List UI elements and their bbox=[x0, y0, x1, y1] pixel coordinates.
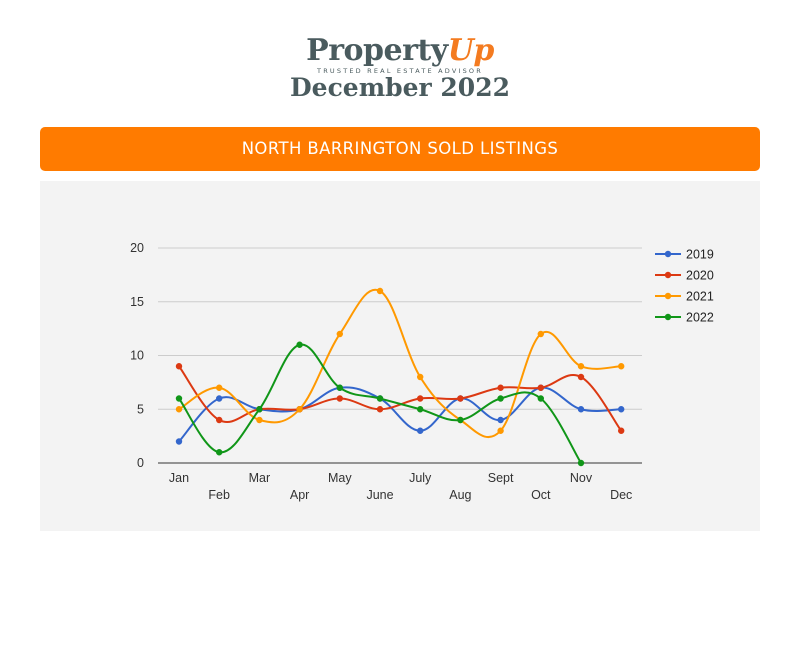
data-point bbox=[296, 341, 303, 348]
y-tick-label: 15 bbox=[130, 295, 144, 309]
data-point bbox=[537, 395, 544, 402]
data-point bbox=[216, 384, 223, 391]
data-point bbox=[175, 363, 183, 370]
data-point bbox=[497, 395, 504, 402]
legend-swatch-dot bbox=[664, 250, 672, 258]
data-point bbox=[216, 416, 223, 424]
logo: PropertyUp TRUSTED REAL ESTATE ADVISOR bbox=[0, 34, 800, 76]
series-2019 bbox=[175, 384, 625, 445]
data-point bbox=[497, 416, 504, 424]
data-point bbox=[577, 406, 585, 413]
data-point bbox=[336, 395, 343, 402]
data-point bbox=[497, 384, 504, 391]
x-tick-label: Feb bbox=[208, 488, 230, 502]
data-point bbox=[497, 427, 504, 434]
y-tick-label: 0 bbox=[137, 456, 144, 470]
logo-wordmark: PropertyUp bbox=[0, 34, 800, 68]
data-point bbox=[457, 416, 464, 424]
x-tick-label: Nov bbox=[570, 471, 593, 485]
chart-banner-title: NORTH BARRINGTON SOLD LISTINGS bbox=[40, 127, 760, 171]
legend-item-2022: 2022 bbox=[655, 311, 714, 325]
logo-tagline: TRUSTED REAL ESTATE ADVISOR bbox=[317, 67, 483, 75]
data-point bbox=[417, 373, 424, 381]
data-point bbox=[256, 416, 263, 424]
series-line bbox=[178, 365, 623, 432]
x-tick-label: Jan bbox=[169, 471, 189, 485]
data-point bbox=[376, 406, 384, 413]
data-point bbox=[457, 395, 464, 402]
legend-swatch-dot bbox=[664, 292, 672, 300]
data-point bbox=[417, 406, 424, 413]
line-chart: 0 5 10 15 20 Jan Feb Mar Apr May June July Aug Sept O… bbox=[130, 241, 714, 502]
y-tick-label: 10 bbox=[130, 349, 144, 363]
data-point bbox=[175, 438, 183, 445]
data-point bbox=[216, 449, 223, 456]
data-point bbox=[175, 406, 183, 413]
data-point bbox=[175, 395, 183, 402]
data-point bbox=[618, 406, 625, 413]
data-point bbox=[537, 384, 544, 391]
legend-label: 2019 bbox=[686, 248, 714, 262]
x-tick-label: June bbox=[366, 488, 393, 502]
series-2020 bbox=[175, 363, 625, 434]
data-point bbox=[577, 373, 585, 381]
data-point bbox=[296, 406, 303, 413]
legend-item-2020: 2020 bbox=[655, 269, 714, 283]
x-tick-label: May bbox=[328, 471, 352, 485]
data-point bbox=[577, 363, 585, 370]
data-point bbox=[577, 459, 585, 467]
x-tick-label: July bbox=[409, 471, 432, 485]
legend-item-2019: 2019 bbox=[655, 248, 714, 262]
logo-main-text: Property bbox=[306, 33, 448, 68]
legend-swatch-dot bbox=[664, 313, 672, 321]
x-tick-label: Dec bbox=[610, 488, 632, 502]
legend-label: 2022 bbox=[686, 311, 714, 325]
x-tick-label: Apr bbox=[290, 488, 309, 502]
data-point bbox=[376, 287, 384, 295]
data-point bbox=[336, 330, 343, 338]
x-tick-label: Aug bbox=[449, 488, 471, 502]
legend-label: 2021 bbox=[686, 290, 714, 304]
logo-accent-text: Up bbox=[447, 33, 495, 68]
data-point bbox=[417, 395, 424, 402]
y-tick-label: 5 bbox=[137, 402, 144, 416]
legend-label: 2020 bbox=[686, 269, 714, 283]
series-line bbox=[178, 343, 582, 464]
x-tick-label: Oct bbox=[531, 488, 551, 502]
data-point bbox=[618, 363, 625, 370]
x-tick-label: Mar bbox=[249, 471, 271, 485]
chart-panel: 0 5 10 15 20 Jan Feb Mar Apr May June July Aug Sept O… bbox=[40, 181, 760, 531]
data-point bbox=[417, 427, 424, 434]
y-tick-label: 20 bbox=[130, 241, 144, 255]
legend-item-2021: 2021 bbox=[655, 290, 714, 304]
data-point bbox=[336, 384, 343, 391]
series-2021 bbox=[175, 287, 625, 438]
legend-swatch-dot bbox=[664, 271, 672, 279]
data-point bbox=[537, 330, 544, 338]
data-point bbox=[618, 427, 625, 434]
data-point bbox=[256, 406, 263, 413]
data-point bbox=[376, 395, 384, 402]
report-period: December 2022 bbox=[289, 73, 510, 102]
x-tick-label: Sept bbox=[488, 471, 514, 485]
data-point bbox=[216, 395, 223, 402]
series-2022 bbox=[175, 341, 585, 467]
